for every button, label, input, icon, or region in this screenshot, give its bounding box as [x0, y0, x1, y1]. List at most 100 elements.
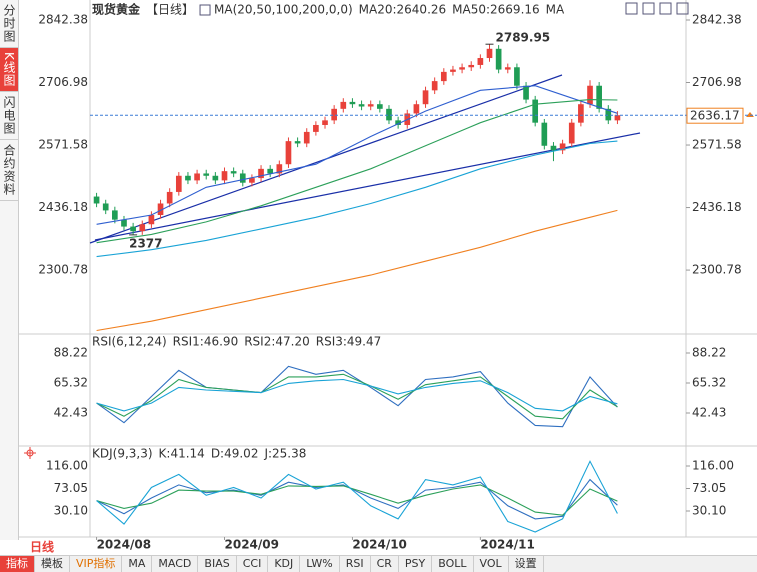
- toolbar-button[interactable]: LW%: [300, 556, 340, 572]
- series-line: [96, 378, 618, 412]
- candle-body: [587, 85, 593, 105]
- candle-body: [130, 226, 136, 232]
- candle-body: [322, 120, 328, 125]
- toolbar-button[interactable]: BOLL: [432, 556, 474, 572]
- y-tick-label: 73.05: [54, 481, 88, 495]
- candle-body: [93, 196, 100, 204]
- y-tick-label: 2436.18: [692, 200, 742, 214]
- y-tick-label: 116.00: [46, 458, 88, 472]
- candle-body: [194, 173, 200, 181]
- icon[interactable]: [642, 2, 655, 15]
- candle-body: [121, 219, 127, 227]
- candle-body: [349, 101, 356, 105]
- y-tick-label: 65.32: [54, 376, 88, 390]
- x-tick-label: 2024/08: [97, 538, 151, 552]
- icon[interactable]: [625, 2, 638, 15]
- x-tick-label: 2024/11: [480, 538, 534, 552]
- legend-text: MA(20,50,100,200,0,0): [214, 3, 353, 17]
- candle-body: [230, 171, 237, 174]
- indicator-icon: [199, 4, 211, 16]
- sidebar-tab[interactable]: 闪电图: [0, 92, 18, 140]
- candle-body: [550, 145, 557, 151]
- candle-body: [185, 175, 191, 181]
- candle-body: [203, 173, 210, 176]
- candle-body: [157, 203, 164, 216]
- toolbar-button[interactable]: MACD: [152, 556, 199, 572]
- candle-body: [358, 104, 365, 107]
- candle-body: [276, 164, 283, 174]
- legend-text: D:49.02: [211, 447, 259, 461]
- candle-body: [249, 178, 255, 183]
- series-line: [96, 85, 618, 225]
- series-line: [96, 140, 618, 258]
- indicator-toolbar: 指标 模板 VIP指标 MA MACD BIAS CCI KDJ LW% RSI CR PSY BOLL…: [0, 555, 757, 572]
- y-tick-label: 2571.58: [38, 138, 88, 152]
- candle-body: [532, 99, 539, 123]
- candle-body: [239, 173, 246, 183]
- candle-body: [504, 67, 511, 70]
- candle-body: [139, 224, 146, 232]
- y-tick-label: 116.00: [692, 458, 734, 472]
- trend-line[interactable]: [94, 132, 641, 241]
- candle-body: [395, 120, 401, 125]
- legend-text: RSI1:46.90: [173, 335, 239, 349]
- candle-body: [258, 168, 264, 179]
- sidebar-tab[interactable]: 分时图: [0, 0, 18, 48]
- candle-body: [468, 64, 475, 68]
- series-line: [96, 99, 618, 244]
- y-tick-label: 2300.78: [692, 263, 742, 277]
- y-tick-label: 30.10: [692, 503, 726, 517]
- legend-text: K:41.14: [159, 447, 205, 461]
- series-line: [96, 373, 618, 420]
- period-switch[interactable]: 日线: [30, 540, 55, 554]
- icon[interactable]: [659, 2, 672, 15]
- toolbar-button[interactable]: VOL: [474, 556, 509, 572]
- toolbar-button[interactable]: CCI: [237, 556, 269, 572]
- candle-body: [212, 175, 219, 181]
- y-tick-label: 2300.78: [38, 263, 88, 277]
- icon[interactable]: [676, 2, 689, 15]
- low-annotation: 2377: [129, 236, 162, 250]
- y-tick-label: 42.43: [692, 406, 726, 420]
- candle-body: [166, 191, 173, 204]
- toolbar-button[interactable]: BIAS: [198, 556, 237, 572]
- toolbar-button[interactable]: 模板: [35, 556, 70, 572]
- series-line: [96, 484, 618, 516]
- sidebar-tab[interactable]: K线图: [0, 48, 18, 92]
- toolbar-icons: [625, 2, 689, 15]
- toolbar-button[interactable]: KDJ: [268, 556, 301, 572]
- candle-body: [367, 104, 374, 107]
- legend-text: RSI3:49.47: [316, 335, 382, 349]
- candle-body: [523, 85, 529, 100]
- legend-text: J:25.38: [263, 447, 306, 461]
- candle-body: [614, 115, 621, 121]
- toolbar-button[interactable]: MA: [122, 556, 153, 572]
- price-label: 2636.17: [690, 109, 740, 123]
- candle-body: [386, 108, 392, 121]
- candle-body: [431, 81, 438, 91]
- y-tick-label: 2571.58: [692, 138, 742, 152]
- series-line: [96, 478, 618, 520]
- candle-body: [377, 104, 383, 109]
- series-line: [96, 209, 618, 332]
- toolbar-button[interactable]: PSY: [399, 556, 433, 572]
- y-tick-label: 88.22: [54, 346, 88, 360]
- candle-body: [413, 104, 420, 114]
- candle-body: [148, 215, 155, 225]
- y-tick-label: 42.43: [54, 406, 88, 420]
- toolbar-button[interactable]: VIP指标: [70, 556, 123, 572]
- candle-body: [559, 143, 566, 151]
- toolbar-button[interactable]: RSI: [340, 556, 371, 572]
- toolbar-button[interactable]: 设置: [509, 556, 544, 572]
- y-tick-label: 2842.38: [692, 12, 742, 26]
- candle-body: [294, 141, 301, 144]
- legend-text: MA50:2669.16: [452, 3, 540, 17]
- sidebar-tab[interactable]: 合约资料: [0, 140, 18, 201]
- candle-body: [313, 124, 319, 132]
- toolbar-button[interactable]: CR: [371, 556, 399, 572]
- toolbar-button[interactable]: 指标: [0, 556, 35, 572]
- candle-body: [102, 203, 109, 211]
- legend-text: KDJ(9,3,3): [92, 447, 153, 461]
